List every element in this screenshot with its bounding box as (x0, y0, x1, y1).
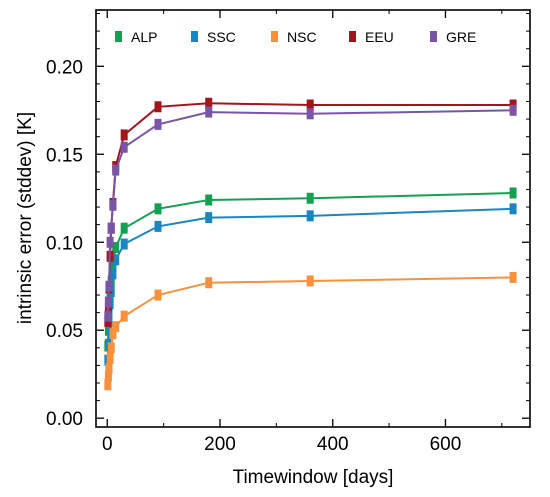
legend-label-alp: ALP (131, 29, 157, 45)
y-tick-label: 0.05 (46, 321, 83, 342)
y-axis: 0.00 0.05 0.10 0.15 0.20 (46, 13, 530, 430)
legend-marker-ssc (191, 31, 198, 42)
data-point-gre (509, 104, 517, 116)
y-tick-label: 0.20 (46, 57, 83, 78)
y-tick-label: 0.00 (46, 409, 83, 430)
legend: ALP SSC NSC EEU GRE (115, 29, 476, 45)
data-point-nsc (104, 370, 112, 382)
legend-marker-alp (115, 31, 122, 42)
data-point-nsc (109, 328, 117, 340)
legend-label-gre: GRE (446, 29, 476, 45)
x-tick-label: 0 (102, 434, 113, 455)
data-point-alp (306, 192, 314, 204)
data-point-nsc (205, 277, 213, 289)
data-point-gre (104, 310, 112, 322)
series-line-nsc (106, 276, 514, 385)
data-point-eeu (306, 99, 314, 111)
plot-series (104, 97, 517, 391)
y-tick-label: 0.10 (46, 233, 83, 254)
legend-marker-gre (430, 31, 437, 42)
data-point-ssc (154, 220, 162, 232)
legend-label-nsc: NSC (287, 29, 317, 45)
data-point-gre (112, 164, 120, 176)
data-point-nsc (154, 289, 162, 301)
data-point-alp (154, 203, 162, 215)
data-point-nsc (509, 271, 517, 283)
data-point-nsc (106, 352, 114, 364)
legend-marker-nsc (271, 31, 278, 42)
data-point-ssc (112, 254, 120, 266)
data-point-gre (120, 141, 128, 153)
data-point-nsc (112, 321, 120, 333)
data-point-nsc (104, 379, 112, 391)
y-axis-label: intrinsic error (stddev) [K] (15, 112, 36, 324)
data-point-eeu (120, 129, 128, 141)
y-tick-label: 0.15 (46, 145, 83, 166)
data-point-gre (306, 108, 314, 120)
data-point-gre (106, 236, 114, 248)
series-nsc (104, 271, 517, 391)
data-point-nsc (107, 342, 115, 354)
data-point-ssc (120, 238, 128, 250)
x-axis: 0 200 400 600 (102, 10, 503, 455)
data-point-ssc (306, 210, 314, 222)
x-tick-label: 200 (204, 434, 236, 455)
data-point-nsc (306, 275, 314, 287)
data-point-gre (205, 106, 213, 118)
data-point-gre (154, 118, 162, 130)
data-point-eeu (205, 97, 213, 109)
data-point-alp (205, 194, 213, 206)
data-point-alp (509, 187, 517, 199)
plot-frame (95, 9, 531, 428)
data-point-ssc (109, 268, 117, 280)
x-axis-label: Timewindow [days] (233, 467, 394, 488)
data-point-alp (112, 242, 120, 254)
data-point-gre (109, 199, 117, 211)
legend-marker-eeu (349, 31, 356, 42)
data-point-gre (107, 222, 115, 234)
legend-label-eeu: EEU (365, 29, 394, 45)
data-point-alp (120, 222, 128, 234)
data-point-ssc (205, 212, 213, 224)
data-point-nsc (120, 310, 128, 322)
data-point-eeu (154, 101, 162, 113)
series-gre (104, 104, 517, 322)
data-point-nsc (105, 363, 113, 375)
legend-label-ssc: SSC (207, 29, 236, 45)
data-point-ssc (509, 203, 517, 215)
data-point-gre (104, 296, 112, 308)
x-tick-label: 400 (317, 434, 349, 455)
data-point-gre (105, 280, 113, 292)
x-tick-label: 600 (430, 434, 462, 455)
